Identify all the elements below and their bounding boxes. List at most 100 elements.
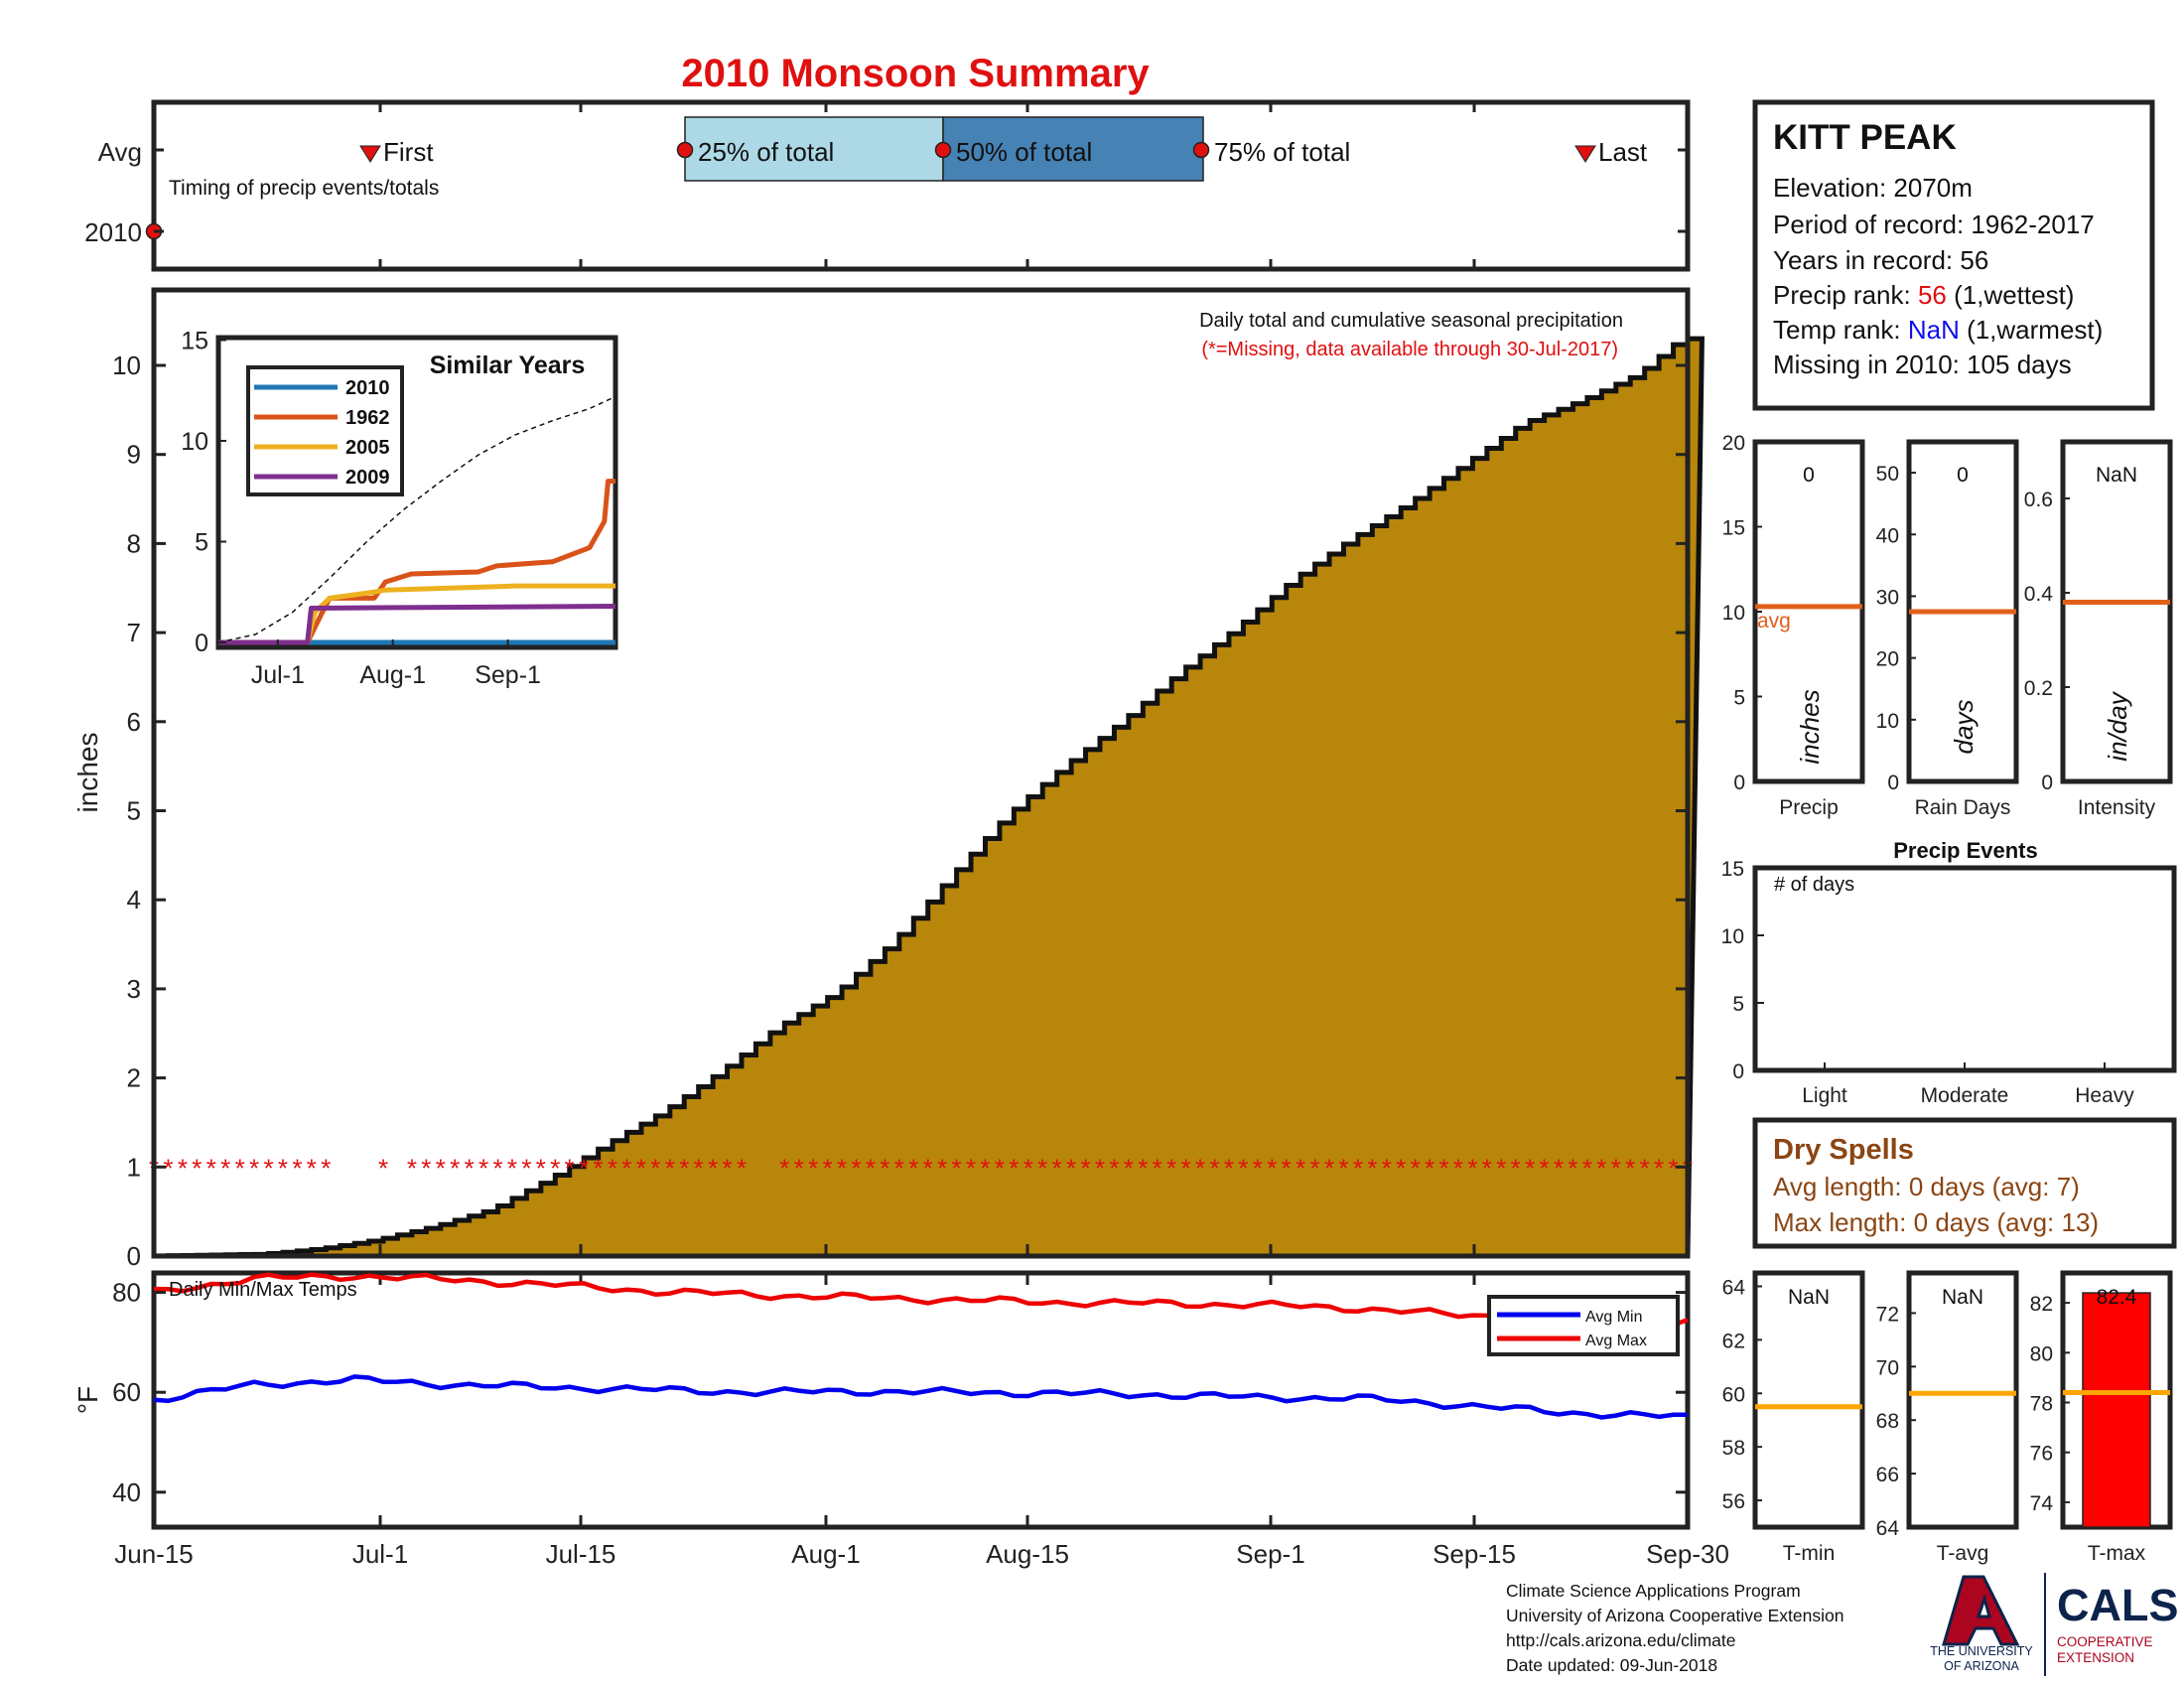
bar-panel-ytick-label: 10 — [1876, 710, 1899, 733]
missing-marker: * — [450, 1153, 460, 1183]
main-annotation: Daily total and cumulative seasonal prec… — [1199, 310, 1623, 332]
xtick-label: Sep-15 — [1433, 1539, 1516, 1569]
missing-marker: * — [1095, 1153, 1105, 1183]
missing-marker: * — [1338, 1153, 1348, 1183]
similar-years-inset: 0 5 10 15 Jul-1 Aug-1 Sep-1 Similar Years 2010… — [181, 328, 618, 689]
missing-marker: * — [378, 1153, 388, 1183]
missing-marker: * — [1195, 1153, 1205, 1183]
dry-spells-title: Dry Spells — [1773, 1134, 1914, 1166]
main-ytick-label: 3 — [127, 974, 141, 1004]
temp-panel-value: 82.4 — [2097, 1286, 2137, 1309]
main-panel-frame — [151, 287, 1691, 1259]
missing-marker: * — [1238, 1153, 1248, 1183]
missing-marker: * — [694, 1153, 704, 1183]
missing-marker: * — [421, 1153, 431, 1183]
missing-marker: * — [536, 1153, 546, 1183]
temps-panel-frame — [151, 1270, 1691, 1530]
q75-marker — [1192, 141, 1210, 159]
legend-min-label: Avg Min — [1585, 1309, 1643, 1326]
events-ytick-label: 0 — [1732, 1060, 1744, 1083]
main-ytick-label: 1 — [127, 1152, 141, 1182]
missing-data-markers: * * * * * * * * * * * * * * * * * * * * * * * * * * * * * * * * * * * * * * * *… — [149, 1153, 1693, 1183]
bar-panel-unit: days — [1949, 700, 1979, 755]
bar-panel-value: 0 — [1803, 464, 1815, 487]
station-years: Years in record: 56 — [1773, 245, 1988, 275]
ua-name-line1: THE UNIVERSITY — [1930, 1644, 2033, 1658]
station-name: KITT PEAK — [1773, 118, 1957, 157]
missing-marker: * — [1654, 1153, 1664, 1183]
temps-label: Daily Min/Max Temps — [169, 1279, 357, 1301]
missing-marker: * — [1425, 1153, 1434, 1183]
missing-marker: * — [1224, 1153, 1234, 1183]
missing-marker: * — [436, 1153, 446, 1183]
inset-legend-label: 2009 — [345, 467, 390, 489]
missing-marker: * — [192, 1153, 202, 1183]
missing-marker: * — [1640, 1153, 1650, 1183]
timing-ylabel-avg: Avg — [98, 137, 142, 167]
missing-marker: * — [1181, 1153, 1191, 1183]
temp-panel-ytick-label: 64 — [1876, 1517, 1900, 1540]
ua-name-line2: OF ARIZONA — [1944, 1659, 2019, 1673]
missing-marker: * — [980, 1153, 990, 1183]
missing-marker: * — [837, 1153, 847, 1183]
missing-marker: * — [937, 1153, 947, 1183]
temp-panel-ytick-label: 60 — [1722, 1383, 1745, 1406]
q50-q75-box — [942, 116, 1204, 182]
cumulative-precip-area — [151, 336, 1705, 1259]
bar-panel-ytick-label: 20 — [1876, 648, 1899, 671]
q75-label: 75% of total — [1214, 137, 1350, 167]
cals-logo-text: CALS — [2057, 1580, 2179, 1630]
missing-marker: * — [1253, 1153, 1263, 1183]
missing-marker: * — [1411, 1153, 1421, 1183]
timing-panel-frame — [151, 99, 1691, 272]
missing-marker: * — [966, 1153, 976, 1183]
missing-marker: * — [465, 1153, 475, 1183]
missing-marker: * — [894, 1153, 904, 1183]
station-elevation: Elevation: 2070m — [1773, 173, 1973, 203]
temps-legend — [1487, 1295, 1680, 1356]
missing-marker: * — [1668, 1153, 1678, 1183]
main-ytick-label: 2 — [127, 1063, 141, 1093]
missing-marker: * — [263, 1153, 273, 1183]
precip-events-panel: Precip Events # of days 0 5 10 15 Light Moder… — [1721, 838, 2177, 1107]
main-ytick-label: 6 — [127, 707, 141, 737]
precip-events-note: # of days — [1774, 874, 1854, 896]
main-ytick-label: 0 — [127, 1241, 141, 1271]
temp-panel-ytick-label: 64 — [1722, 1276, 1746, 1299]
temp-panel-ytick-label: 74 — [2030, 1492, 2054, 1515]
temp-panel-ytick-label: 62 — [1722, 1330, 1745, 1352]
missing-marker: * — [1009, 1153, 1019, 1183]
missing-marker: * — [679, 1153, 689, 1183]
events-category-label: Light — [1802, 1084, 1847, 1107]
missing-marker: * — [163, 1153, 173, 1183]
bar-panel-unit: inches — [1795, 689, 1825, 764]
footer-line1: Climate Science Applications Program — [1506, 1581, 1801, 1601]
missing-marker: * — [1052, 1153, 1062, 1183]
missing-marker: * — [1511, 1153, 1521, 1183]
missing-marker: * — [307, 1153, 317, 1183]
bar-panel-avg-label: avg — [1757, 610, 1791, 633]
daily-temps-panel: 40 60 80 Daily Min/Max Temps °F Avg Min Av… — [72, 1270, 1691, 1530]
dry-spells-box: Dry Spells Avg length: 0 days (avg: 7) M… — [1752, 1117, 2177, 1249]
missing-marker: * — [206, 1153, 216, 1183]
xtick-label: Sep-1 — [1236, 1539, 1304, 1569]
missing-marker: * — [1496, 1153, 1506, 1183]
legend-max-label: Avg Max — [1585, 1333, 1647, 1349]
bar-panel-ytick-label: 0 — [1733, 772, 1745, 794]
missing-marker: * — [1482, 1153, 1492, 1183]
footer-line2: University of Arizona Cooperative Extens… — [1506, 1606, 1843, 1625]
q25-marker — [676, 141, 694, 159]
bar-panel-ytick-label: 30 — [1876, 586, 1899, 609]
missing-marker: * — [1467, 1153, 1477, 1183]
missing-marker: * — [737, 1153, 747, 1183]
dry-spells-max: Max length: 0 days (avg: 13) — [1773, 1207, 2099, 1237]
temp-panel-label: T-avg — [1937, 1542, 1989, 1565]
xtick-label: Jul-15 — [546, 1539, 616, 1569]
bar-panel-value: NaN — [2096, 464, 2137, 487]
events-ytick-label: 10 — [1721, 925, 1744, 948]
temp-panel-ytick-label: 66 — [1876, 1464, 1899, 1486]
temp-ytick-label: 80 — [112, 1278, 141, 1308]
missing-marker: * — [1367, 1153, 1377, 1183]
missing-annotation: (*=Missing, data available through 30-Ju… — [1201, 339, 1618, 360]
